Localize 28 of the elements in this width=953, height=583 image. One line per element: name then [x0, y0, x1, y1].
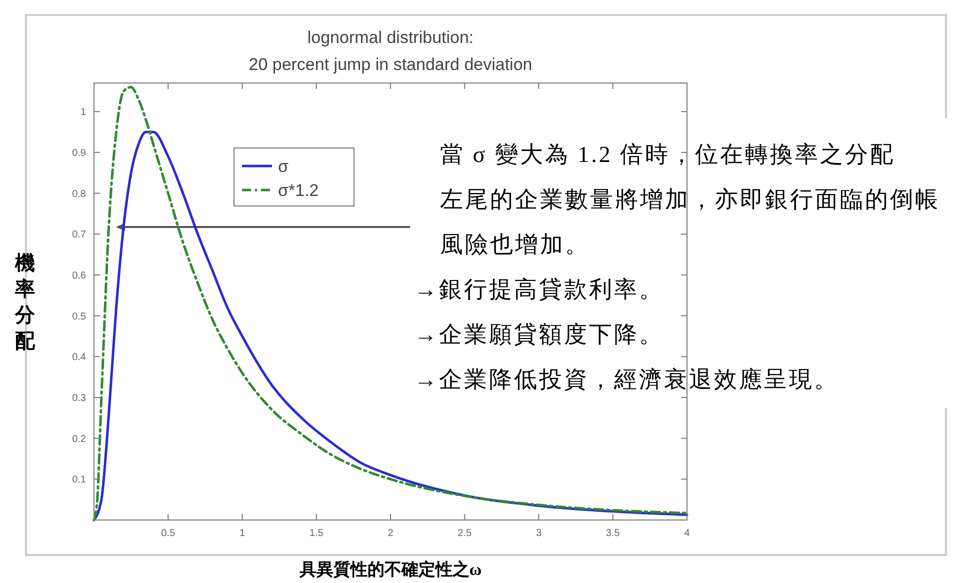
y-tick-label: 0.4: [72, 352, 86, 364]
x-tick-label: 1: [239, 528, 246, 539]
x-tick-label: 3: [536, 528, 542, 539]
x-tick-label: 3.5: [606, 528, 620, 539]
annotation: →銀行提高貸款利率。: [414, 277, 664, 302]
y-tick-label: 1: [80, 107, 86, 118]
x-tick-label: 2: [388, 528, 394, 539]
x-tick-label: 2.5: [458, 528, 472, 539]
y-tick-label: 0.3: [72, 392, 86, 404]
y-tick-label: 0.2: [72, 434, 86, 445]
x-axis-title: 具異質性的不確定性之ω: [298, 560, 482, 579]
annotation: →企業降低投資，經濟衰退效應呈現。: [414, 367, 839, 392]
y-tick-label: 0.1: [72, 474, 86, 486]
y-tick-label: 0.5: [72, 311, 86, 322]
chart-subtitle: 20 percent jump in standard deviation: [248, 55, 532, 74]
x-tick-label: 4: [684, 528, 690, 539]
y-axis-title: 機率分配: [14, 252, 36, 352]
x-tick-label: 0.5: [161, 528, 176, 539]
legend-label: σ: [278, 157, 289, 176]
y-tick-label: 0.9: [72, 148, 86, 159]
legend-label: σ*1.2: [278, 181, 319, 200]
x-tick-label: 1.5: [309, 528, 324, 539]
y-tick-label: 0.7: [72, 230, 86, 241]
annotation: 當 σ 變大為 1.2 倍時，位在轉換率之分配左尾的企業數量將增加，亦即銀行面臨的倒帳風險也增加。: [440, 142, 940, 257]
y-tick-label: 0.6: [72, 270, 86, 282]
y-tick-label: 0.8: [72, 188, 86, 200]
chart-title: lognormal distribution:: [307, 28, 474, 47]
annotation: →企業願貸額度下降。: [414, 322, 664, 347]
